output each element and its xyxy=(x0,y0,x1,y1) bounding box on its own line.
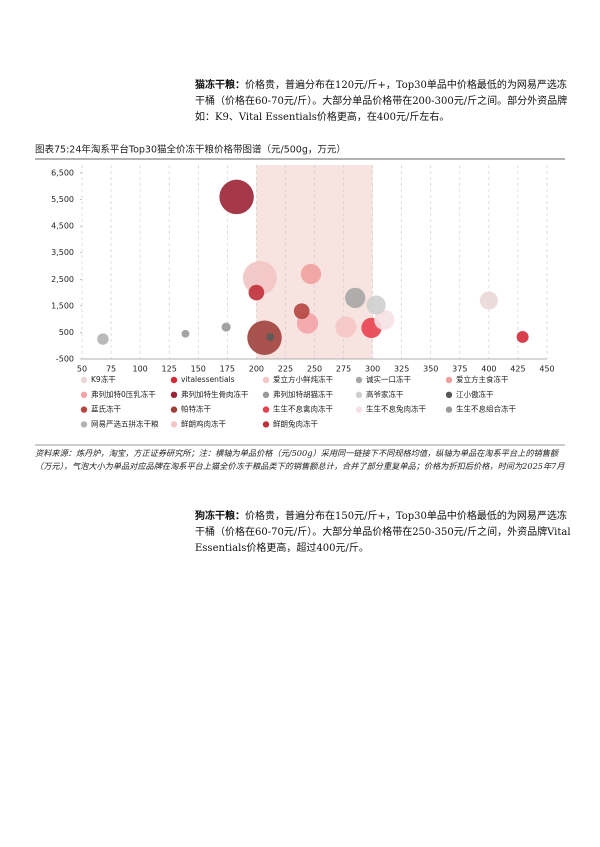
x-tick-label: 425 xyxy=(510,365,525,374)
legend-marker xyxy=(445,376,453,384)
legend-marker xyxy=(80,391,88,398)
legend-marker xyxy=(445,406,453,413)
y-tick-label: -500 xyxy=(56,355,74,364)
paragraph-label: 狗冻干粮： xyxy=(195,511,245,522)
y-tick-label: 500 xyxy=(59,328,74,337)
legend-label: 弗列加特0压乳冻干 xyxy=(91,389,156,399)
legend-label: 诚实一口冻干 xyxy=(366,374,411,384)
paragraph-text: 价格贵，普遍分布在150元/斤+，Top30单品中价格最低的为网易严选冻干桶（价… xyxy=(195,511,571,554)
legend-label: 网易严选五拼冻干粮 xyxy=(91,418,159,428)
x-tick-label: 400 xyxy=(481,365,496,374)
y-tick-label: 1,500 xyxy=(51,301,74,310)
x-tick-label: 450 xyxy=(539,365,554,374)
bubble xyxy=(219,179,254,215)
x-tick-label: 125 xyxy=(162,365,177,374)
bubble xyxy=(345,287,366,309)
legend-marker xyxy=(355,406,363,413)
y-tick-label: 4,500 xyxy=(51,222,74,231)
bubble xyxy=(366,295,386,315)
x-tick-label: 350 xyxy=(423,365,438,374)
legend-label: 高爷家冻干 xyxy=(366,389,404,399)
legend-marker xyxy=(80,421,88,428)
bubble xyxy=(293,303,310,320)
x-tick-label: 75 xyxy=(106,365,116,374)
paragraph-text: 价格贵，普遍分布在120元/斤+，Top30单品中价格最低的为网易严选冻干桶（价… xyxy=(195,80,568,123)
legend-label: 帕特冻干 xyxy=(181,404,211,414)
bubble xyxy=(181,329,190,338)
legend-label: 鲜朗鸡肉冻干 xyxy=(181,418,226,428)
bubble xyxy=(248,284,265,301)
legend-label: 蓝氏冻干 xyxy=(91,404,121,414)
paragraph: 猫冻干粮：价格贵，普遍分布在120元/斤+，Top30单品中价格最低的为网易严选… xyxy=(195,78,575,126)
bubble xyxy=(300,263,322,285)
x-tick-label: 175 xyxy=(220,365,235,374)
chart-title: 图表75:24年淘系平台Top30猫全价冻干粮价格带图谱（元/500g，万元） xyxy=(35,144,346,156)
x-tick-label: 100 xyxy=(132,365,147,374)
bubble xyxy=(97,333,109,345)
legend-marker xyxy=(262,406,270,413)
legend-marker xyxy=(170,391,178,398)
y-tick-label: 5,500 xyxy=(51,195,74,204)
legend-label: 生生不息组合冻干 xyxy=(456,404,516,414)
legend-marker xyxy=(355,391,363,398)
x-tick-label: 275 xyxy=(336,365,351,374)
legend-marker xyxy=(170,421,178,428)
bubble xyxy=(374,309,395,331)
legend-label: 弗列加特生骨肉冻干 xyxy=(181,389,249,399)
bubble xyxy=(221,322,231,332)
y-tick-label: 6,500 xyxy=(51,169,74,178)
x-tick-label: 225 xyxy=(278,365,293,374)
legend-label: 江小傲冻干 xyxy=(456,389,494,399)
x-tick-label: 325 xyxy=(394,365,409,374)
legend-label: 爱立方主食冻干 xyxy=(456,374,509,384)
bubble xyxy=(479,291,498,310)
bubble xyxy=(242,261,277,295)
y-tick-label: 2,500 xyxy=(51,275,74,284)
legend-marker xyxy=(170,406,178,413)
legend-label: K9冻干 xyxy=(91,374,116,384)
x-tick-label: 150 xyxy=(191,365,206,374)
bubble xyxy=(335,316,357,338)
bubble xyxy=(247,320,282,355)
paragraph-label: 猫冻干粮： xyxy=(195,80,245,91)
legend-marker xyxy=(355,376,363,384)
legend-label: 生生不息兔肉冻干 xyxy=(366,404,426,414)
legend-marker xyxy=(80,406,88,413)
legend-label: 生生不息禽肉冻干 xyxy=(273,404,333,414)
paragraph: 狗冻干粮：价格贵，普遍分布在150元/斤+，Top30单品中价格最低的为网易严选… xyxy=(195,509,575,557)
x-tick-label: 300 xyxy=(365,365,380,374)
legend-label: vitalessentials xyxy=(181,375,235,384)
source-note: 资料来源：炼丹炉，淘宝，方正证券研究所；注：横轴为单品价格（元/500g）采用同… xyxy=(35,448,565,471)
legend-marker xyxy=(80,376,88,384)
bubble xyxy=(266,333,275,341)
legend-marker xyxy=(262,391,270,398)
x-tick-label: 375 xyxy=(452,365,467,374)
x-tick-label: 200 xyxy=(249,365,264,374)
legend-label: 鲜朗兔肉冻干 xyxy=(273,418,318,428)
bubble xyxy=(516,330,529,343)
legend-marker xyxy=(262,421,270,428)
legend-marker xyxy=(262,376,270,384)
x-tick-label: 50 xyxy=(77,365,87,374)
x-tick-label: 250 xyxy=(307,365,322,374)
legend-label: 爱立方小鲜炖冻干 xyxy=(273,374,333,384)
legend-marker xyxy=(170,376,178,384)
legend-marker xyxy=(445,391,453,398)
y-tick-label: 3,500 xyxy=(51,248,74,257)
legend-label: 弗列加特胡猫冻干 xyxy=(273,389,333,399)
